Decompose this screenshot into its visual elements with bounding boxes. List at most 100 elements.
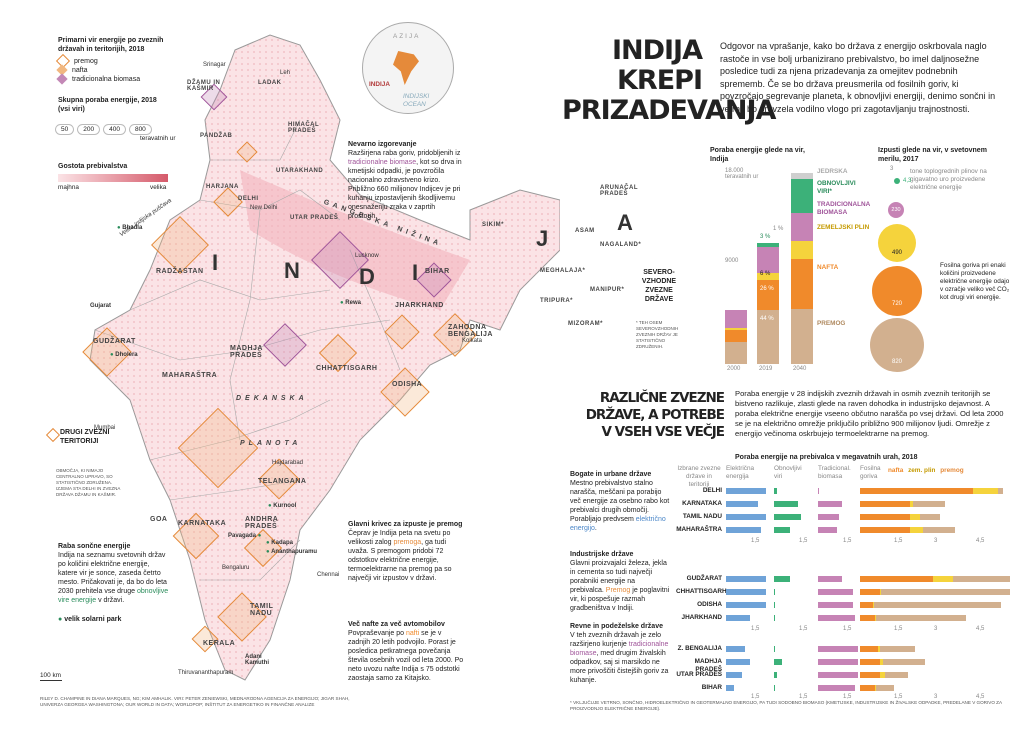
state-label: BIHAR	[425, 268, 450, 275]
state-bar	[774, 589, 776, 595]
section2-title: RAZLIČNE ZVEZNE DRŽAVE, A POTREBE V VSEH…	[578, 390, 725, 441]
state-label: MAHARAŠTRA	[162, 372, 218, 379]
group-text: Glavni proizvajalci železa, jekla in cem…	[570, 560, 667, 594]
density-high: velika	[150, 184, 167, 191]
legend-title: Primarni vir energije po zveznih državah…	[58, 37, 164, 53]
state-label: TELANGANA	[258, 478, 307, 485]
state-bar	[726, 685, 734, 691]
col-header: Izbrane zvezne države in teritoriji	[677, 465, 721, 488]
state-label: ODISHA	[392, 381, 423, 388]
state-bar-fossil	[860, 527, 910, 533]
state-row-label: UTAR PRADEŠ	[676, 671, 722, 678]
solar-dot-icon: ●	[58, 616, 63, 623]
scale-400: 400	[103, 124, 126, 135]
gas-circle: 490	[878, 224, 916, 262]
city-label: Leh	[280, 70, 291, 76]
state-label: CHHATTISGARH	[316, 365, 378, 372]
state-bar	[774, 576, 790, 582]
state-bar-fossil	[932, 576, 953, 582]
y-tick: 18.000 teravatnih ur	[725, 168, 759, 180]
title-line: INDIJA	[611, 35, 703, 66]
state-row-label: DELHI	[702, 487, 722, 494]
density-gradient	[58, 174, 168, 182]
state-bar-fossil	[860, 576, 933, 582]
axis-tick: 3	[934, 694, 938, 700]
note-coal-highlight: premoga	[393, 539, 422, 546]
state-bar-fossil	[860, 514, 910, 520]
col-header: Električna energija	[726, 465, 755, 480]
region-plateau: PLANOTA	[240, 440, 302, 447]
solar-legend-label: velik solarni park	[64, 616, 122, 623]
emission-desc-top: tone toplogrednih plinov na gigavatno ur…	[910, 168, 987, 191]
col-header: Fosilna goriva	[860, 465, 881, 480]
state-row-label: MADHJA PRADEŠ	[694, 658, 722, 673]
state-bar-fossil	[882, 659, 925, 665]
bar-2040	[791, 173, 813, 364]
state-label: NAGALAND*	[600, 242, 642, 248]
label-top: 1 %	[773, 226, 784, 232]
legend-label: nafta	[72, 67, 88, 74]
axis-tick: 4,5	[976, 694, 985, 700]
axis-tick: 1,5	[751, 694, 760, 700]
state-bar	[726, 646, 745, 652]
solar-park-label: Gujarat	[90, 303, 112, 309]
y-tick: 9000	[725, 258, 739, 264]
note-burn: Nevarno izgorevanje Razširjena raba gori…	[348, 140, 464, 221]
city-label: New Delhi	[250, 205, 278, 211]
letter: D	[359, 264, 377, 289]
state-bar-fossil	[972, 488, 998, 494]
state-row-label: CHHATTISGARH	[676, 588, 727, 595]
section2-title-line: V VSEH VSE VEČJE	[601, 424, 725, 440]
state-row-label: KARNATAKA	[682, 500, 722, 507]
col-header: Obnovljivi viri	[774, 465, 802, 480]
city-label: Chennai	[317, 572, 340, 578]
state-bar-fossil	[860, 589, 880, 595]
state-bar	[774, 659, 782, 665]
axis-tick: 3	[934, 538, 938, 544]
note-coal-text-b: , ga tudi uvaža. S premogom pridobi 72 o…	[348, 539, 452, 582]
main-title: INDIJA KREPI PRIZADEVANJA	[562, 35, 776, 126]
legend-label: premog	[74, 57, 98, 65]
state-row-label: TAMIL NADU	[682, 513, 722, 520]
group-industrial: Industrijske države Glavni proizvajalci …	[570, 550, 670, 613]
solar-park-label: Kadapa	[271, 540, 293, 546]
scale-200: 200	[77, 124, 101, 135]
series-label: JEDRSKA	[817, 168, 848, 175]
axis-tick: 1,5	[894, 626, 903, 632]
group-title: Revne in podeželske države	[570, 623, 663, 630]
group-highlight: Premog	[605, 587, 631, 594]
solar-park: ● Rewa	[340, 300, 361, 306]
fossil-legend-gas: zem. plin	[908, 467, 936, 474]
state-bar-fossil	[877, 646, 880, 652]
state-bar-fossil	[860, 501, 910, 507]
state-bar-fossil	[876, 615, 967, 621]
state-bar-fossil	[922, 527, 955, 533]
group-text: , med drugim živalskih odpadkov, saj si …	[570, 650, 669, 684]
scale-label: 100 km	[40, 672, 61, 679]
x-tick: 2000	[727, 366, 741, 372]
axis-tick: 3	[934, 626, 938, 632]
axis-tick: 1,5	[799, 538, 808, 544]
density-low: majhna	[58, 184, 79, 191]
state-label: UTARAKHAND	[276, 168, 324, 174]
state-bar-fossil	[920, 514, 940, 520]
state-bar	[726, 589, 766, 595]
letter: A	[617, 210, 635, 235]
axis-tick: 1,5	[799, 626, 808, 632]
state-label: ANDHRA PRADEŠ	[245, 516, 279, 530]
state-bar-fossil	[860, 659, 880, 665]
scale-50: 50	[55, 124, 75, 135]
state-bar-fossil	[880, 589, 882, 595]
letter: N	[284, 258, 302, 283]
state-bar	[774, 646, 776, 652]
axis-tick: 4,5	[976, 538, 985, 544]
consumption-unit: teravatnih ur	[140, 135, 176, 142]
title-line: KREPI	[617, 65, 703, 96]
state-label: KARNATAKA	[178, 520, 227, 527]
state-bar	[818, 602, 853, 608]
group-text: je poglavitni vir, ki pospešuje razmah g…	[570, 587, 670, 612]
em-val: 720	[891, 301, 902, 307]
axis-tick: 4,5	[976, 626, 985, 632]
scale-bar: 100 km	[40, 672, 62, 681]
state-label: ZAHODNA BENGALIJA	[448, 324, 493, 338]
